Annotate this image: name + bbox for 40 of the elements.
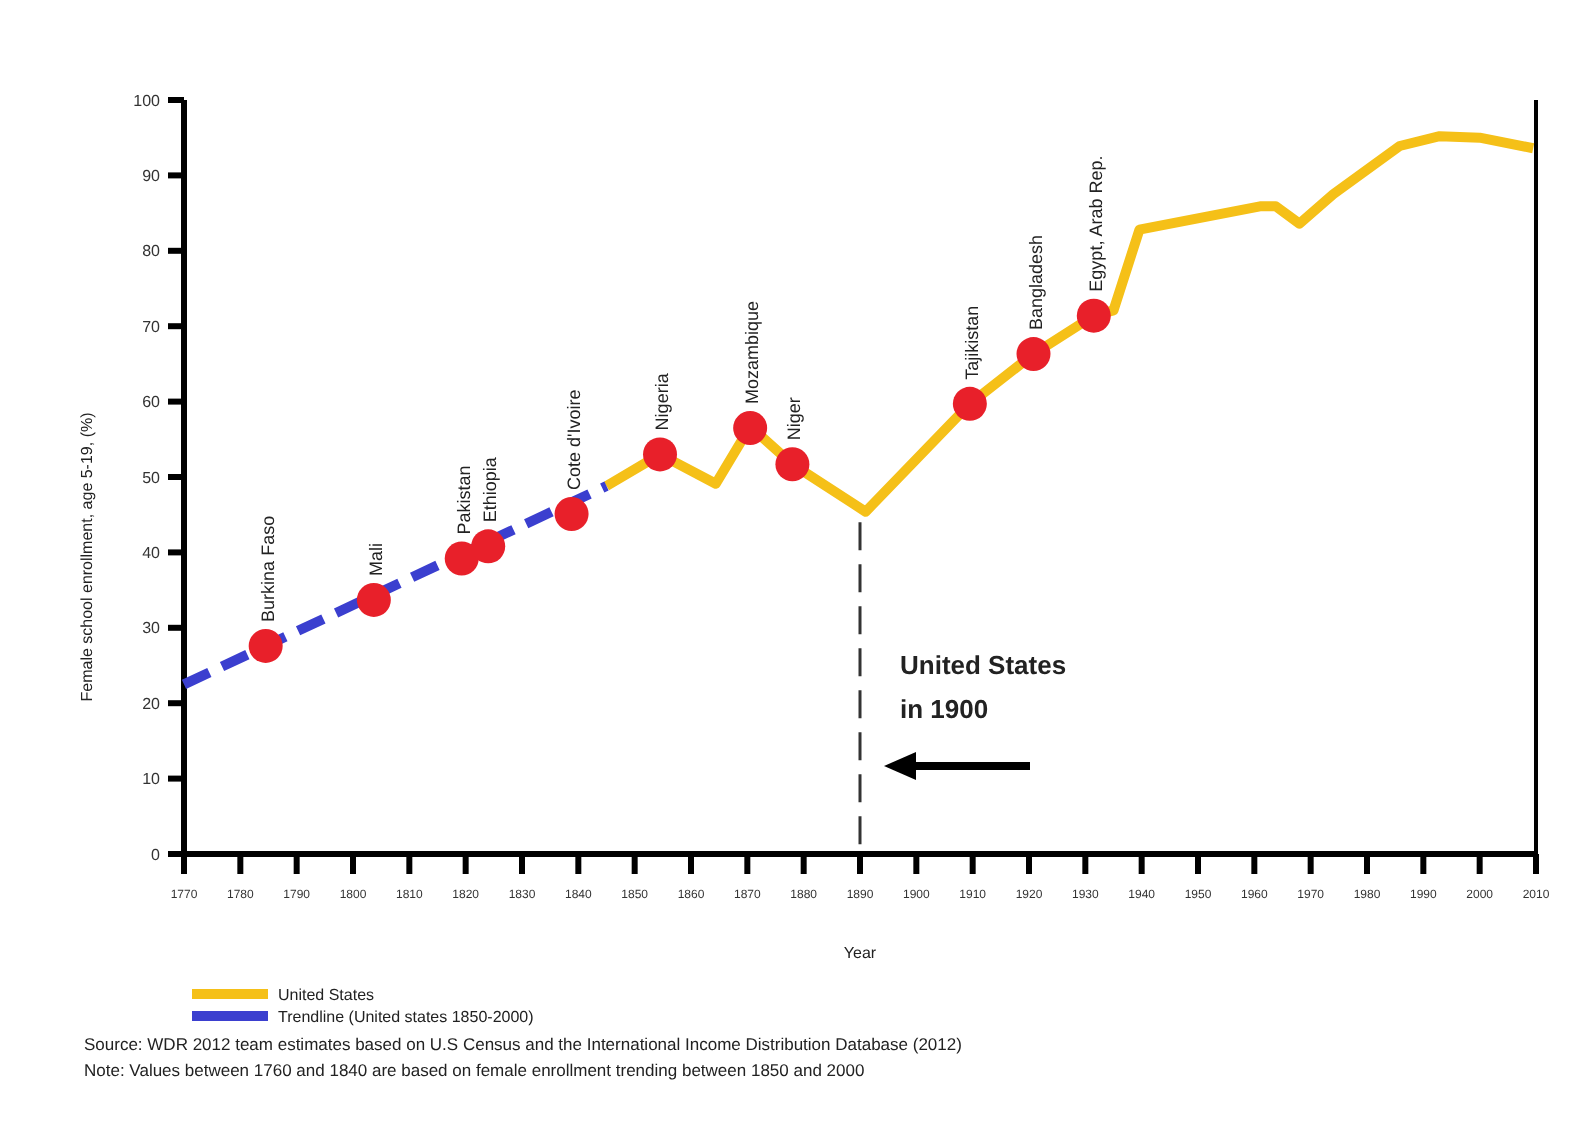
annotation: Tajikistan: [961, 305, 982, 380]
y-tick-label: 30: [142, 619, 162, 638]
annotation: Mali: [365, 542, 386, 576]
point: [733, 410, 768, 445]
point: [554, 496, 589, 531]
point: [643, 437, 678, 472]
y-tick-label: 50: [142, 468, 162, 487]
annotation: Pakistan: [453, 465, 474, 535]
source-note: Source: WDR 2012 team estimates based on U.S Census and the International Income Distribution Database (2012): [84, 1034, 963, 1054]
legend-label: United States: [278, 986, 375, 1004]
point: [356, 582, 391, 617]
x-axis-title: Year: [843, 944, 877, 962]
y-tick-label: 20: [142, 694, 162, 713]
text: Note: Values between 1760 and 1840 are based on female enrollment trending between 1850 and 2000: [84, 1060, 865, 1080]
y-tick-label: 100: [133, 91, 162, 110]
y-tick-label: 40: [142, 544, 162, 562]
point: [775, 447, 810, 482]
point: [248, 628, 283, 663]
ref-line-label: United States in 1900: [900, 650, 1067, 724]
y-axis-title: Female school enrollment, age 5-19, (%): [78, 411, 96, 702]
y-tick-label: 70: [142, 317, 162, 336]
y-tick-label: 80: [142, 242, 162, 261]
annotation: Burkina Faso: [257, 515, 278, 622]
annotation: Egypt, Arab Rep.: [1085, 155, 1106, 292]
legend-label: Trendline (United states 1850-2000): [278, 1008, 535, 1026]
annotation: Mozambique: [742, 300, 763, 404]
point: [471, 529, 506, 564]
point: [1076, 298, 1111, 333]
y-tick-label: 60: [142, 393, 162, 412]
point: [952, 386, 987, 421]
y-tick-label: 10: [142, 770, 162, 789]
annotation: Bangladesh: [1025, 235, 1046, 331]
y-tick-label: 0: [151, 845, 162, 864]
point: [444, 541, 479, 576]
point: [1016, 337, 1051, 372]
y-tick-label: 90: [142, 167, 162, 185]
annotation: Cote d'Ivoire: [563, 389, 584, 490]
annotation: Nigeria: [652, 373, 673, 431]
annotation: Niger: [784, 397, 805, 441]
annotation: Ethiopia: [480, 457, 501, 523]
